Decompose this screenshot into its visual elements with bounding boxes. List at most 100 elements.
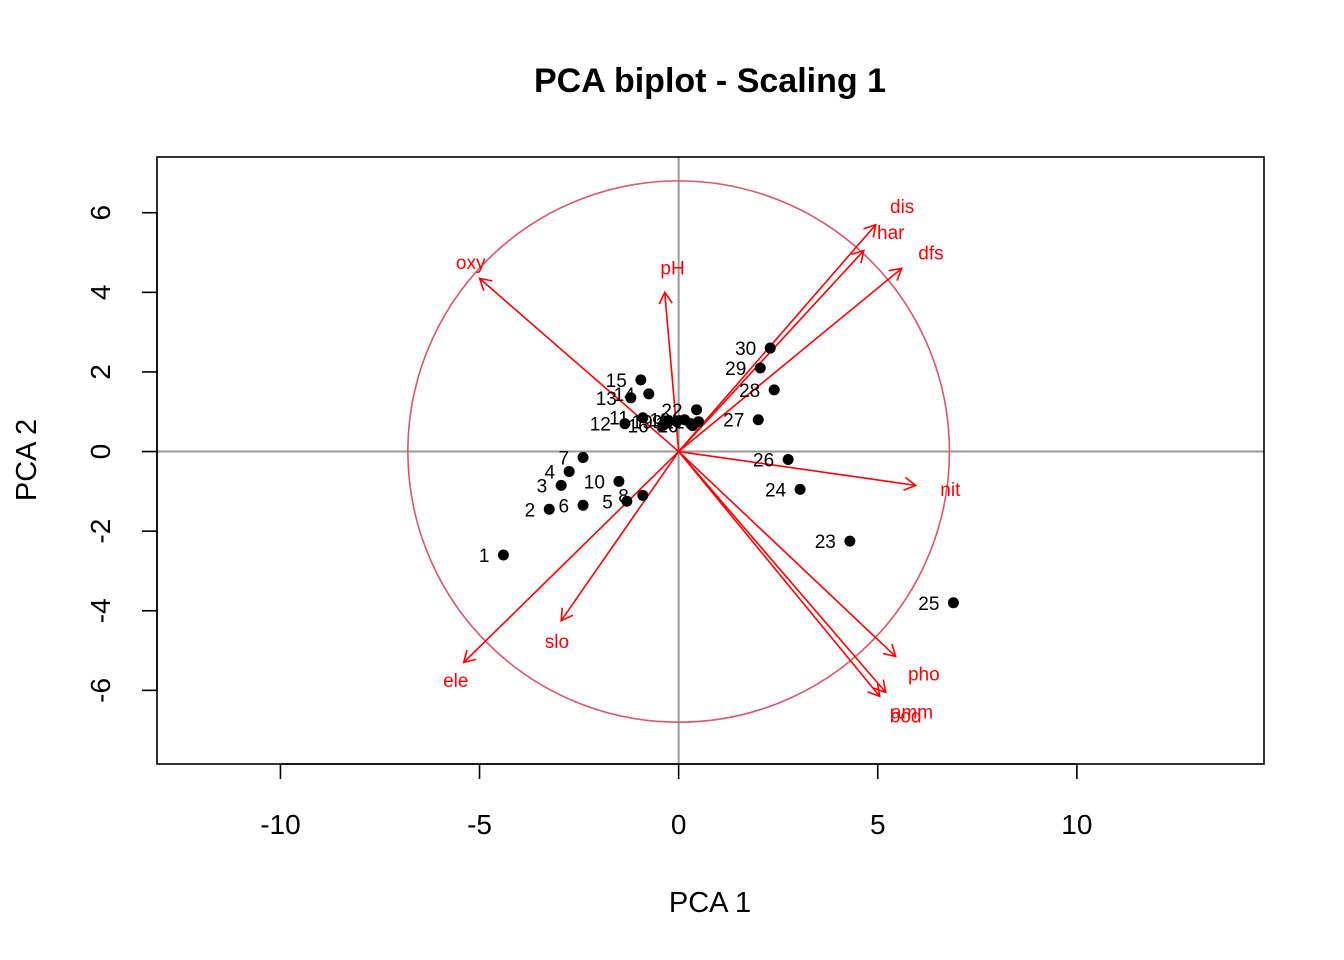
site-label-4: 4 — [545, 462, 556, 483]
site-point-29 — [754, 362, 766, 374]
chart-title: PCA biplot - Scaling 1 — [534, 62, 886, 100]
site-point-8 — [637, 489, 649, 501]
y-tick-label: 0 — [85, 444, 116, 460]
x-tick-label: 10 — [1061, 809, 1092, 840]
variable-label-pho: pho — [908, 665, 940, 686]
variable-arrow-pho — [678, 450, 897, 658]
y-tick-label: -2 — [85, 519, 116, 544]
variable-arrow-slo — [560, 451, 680, 622]
variable-arrow-oxy — [479, 277, 680, 453]
site-point-12 — [619, 418, 631, 430]
site-label-1: 1 — [479, 546, 490, 567]
site-point-22 — [691, 404, 703, 416]
variable-arrow-bod — [678, 451, 881, 697]
x-tick-label: 5 — [870, 809, 886, 840]
site-point-25 — [947, 597, 959, 609]
site-label-14: 14 — [614, 385, 636, 406]
site-label-3: 3 — [537, 476, 548, 497]
site-point-4 — [563, 465, 575, 477]
y-axis-label: PCA 2 — [11, 419, 43, 501]
variable-label-nit: nit — [940, 480, 961, 501]
variable-arrowhead-amm — [873, 679, 887, 694]
x-tick-label: -10 — [260, 809, 300, 840]
x-axis-label: PCA 1 — [669, 887, 751, 919]
site-point-18 — [679, 414, 691, 426]
site-label-20: 20 — [657, 417, 678, 438]
site-label-12: 12 — [590, 415, 611, 436]
site-point-21 — [693, 416, 705, 428]
variable-label-har: har — [877, 223, 905, 244]
variable-arrowhead-oxy — [478, 277, 493, 291]
site-label-21: 21 — [663, 413, 684, 434]
site-point-6 — [577, 499, 589, 511]
site-point-26 — [782, 454, 794, 466]
x-tick-label: 0 — [671, 809, 687, 840]
y-tick-label: 6 — [85, 205, 116, 221]
site-label-16: 16 — [628, 417, 649, 438]
site-point-13 — [625, 392, 637, 404]
variable-arrowhead-pho — [882, 643, 897, 658]
site-label-28: 28 — [739, 381, 760, 402]
site-label-29: 29 — [725, 359, 746, 380]
variable-label-dis: dis — [890, 197, 914, 218]
y-tick-label: -4 — [85, 598, 116, 623]
site-label-23: 23 — [815, 532, 836, 553]
variable-label-ele: ele — [443, 671, 468, 692]
variable-arrowhead-nit — [903, 476, 918, 491]
site-point-11 — [637, 412, 649, 424]
site-label-27: 27 — [723, 411, 744, 432]
site-label-6: 6 — [558, 496, 569, 517]
variable-label-oxy: oxy — [456, 253, 486, 274]
variable-label-slo: slo — [545, 632, 569, 653]
plot-frame — [156, 156, 1265, 765]
variable-arrow-dis — [678, 224, 877, 453]
site-label-30: 30 — [735, 339, 756, 360]
site-label-22: 22 — [661, 401, 682, 422]
site-point-5 — [621, 495, 633, 507]
variable-arrow-ele — [463, 450, 680, 664]
site-point-24 — [794, 483, 806, 495]
site-label-19: 19 — [632, 413, 653, 434]
site-label-25: 25 — [918, 594, 939, 615]
site-label-24: 24 — [765, 480, 787, 501]
variable-arrow-amm — [678, 451, 887, 693]
site-label-10: 10 — [584, 472, 605, 493]
site-label-26: 26 — [753, 451, 774, 472]
site-point-10 — [613, 475, 625, 487]
site-point-1 — [497, 549, 509, 561]
x-tick-label: -5 — [467, 809, 492, 840]
variable-label-pH: pH — [660, 258, 684, 279]
site-point-27 — [752, 414, 764, 426]
site-point-19 — [661, 416, 673, 428]
variable-arrowhead-dfs — [888, 267, 903, 281]
variable-arrowhead-slo — [560, 607, 574, 623]
variable-arrowhead-bod — [867, 683, 881, 698]
site-label-8: 8 — [618, 486, 629, 507]
y-tick-label: 4 — [85, 285, 116, 301]
site-point-2 — [543, 503, 555, 515]
variable-label-bod: bod — [890, 707, 922, 728]
site-label-5: 5 — [602, 492, 613, 513]
site-label-9: 9 — [652, 413, 663, 434]
variable-arrow-nit — [678, 450, 916, 487]
variable-arrowhead-pH — [658, 290, 673, 305]
variable-arrowhead-ele — [462, 649, 477, 664]
site-point-23 — [844, 535, 856, 547]
site-point-14 — [643, 388, 655, 400]
variable-arrowhead-dis — [863, 223, 877, 238]
variable-label-amm: amm — [891, 702, 933, 723]
y-tick-label: 2 — [85, 364, 116, 380]
site-point-28 — [768, 384, 780, 396]
y-tick-label: -6 — [85, 678, 116, 703]
site-point-7 — [577, 452, 589, 464]
variable-arrowhead-har — [851, 249, 865, 264]
site-point-30 — [764, 342, 776, 354]
site-label-7: 7 — [558, 449, 569, 470]
site-label-13: 13 — [596, 389, 617, 410]
site-label-15: 15 — [606, 371, 627, 392]
equilibrium-circle — [407, 180, 951, 724]
site-point-15 — [635, 374, 647, 386]
variable-label-dfs: dfs — [918, 244, 943, 265]
